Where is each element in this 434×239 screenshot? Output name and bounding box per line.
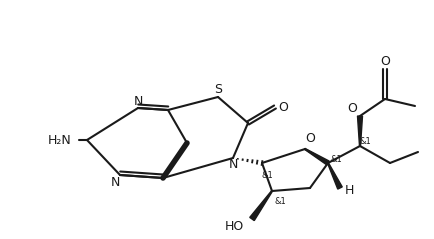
Text: &1: &1 (329, 156, 341, 164)
Text: &1: &1 (260, 170, 272, 179)
Text: H: H (344, 185, 354, 197)
Text: O: O (304, 132, 314, 146)
Polygon shape (304, 149, 329, 165)
Text: S: S (214, 82, 221, 96)
Text: HO: HO (224, 221, 243, 234)
Text: O: O (379, 54, 389, 67)
Text: &1: &1 (358, 136, 370, 146)
Text: O: O (277, 101, 287, 114)
Text: O: O (346, 102, 356, 114)
Text: &1: &1 (273, 196, 285, 206)
Text: H₂N: H₂N (48, 134, 72, 147)
Text: N: N (228, 158, 237, 172)
Text: N: N (133, 94, 142, 108)
Polygon shape (357, 116, 362, 146)
Polygon shape (249, 191, 272, 221)
Text: N: N (110, 176, 119, 190)
Polygon shape (327, 163, 342, 189)
